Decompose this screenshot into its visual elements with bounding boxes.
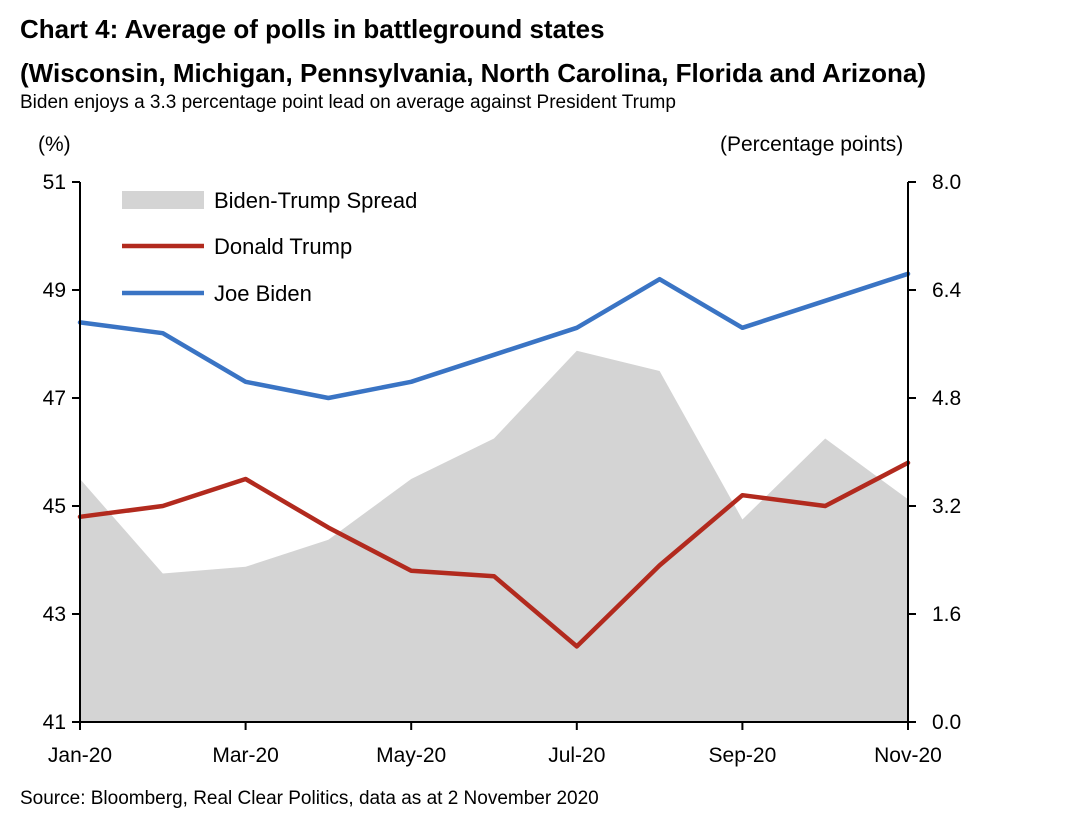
x-tick-label: Jul-20 — [548, 744, 605, 767]
source-note: Source: Bloomberg, Real Clear Politics, … — [20, 788, 599, 809]
x-tick-label: Mar-20 — [212, 744, 279, 767]
left-tick-label: 49 — [43, 279, 66, 302]
chart-title-line-1: Chart 4: Average of polls in battlegroun… — [20, 14, 605, 44]
x-tick-label: May-20 — [376, 744, 446, 767]
x-tick-label: Sep-20 — [709, 744, 777, 767]
legend-swatch-biden-trump-spread — [122, 191, 204, 209]
legend-label-donald-trump: Donald Trump — [214, 234, 352, 259]
right-tick-label: 6.4 — [932, 279, 962, 302]
left-tick-label: 45 — [43, 495, 66, 518]
chart-subtitle: Biden enjoys a 3.3 percentage point lead… — [20, 92, 676, 113]
left-tick-label: 43 — [43, 603, 66, 626]
joe-biden-line — [77, 271, 911, 401]
left-tick-label: 41 — [43, 711, 66, 734]
spread-area — [80, 350, 908, 722]
left-tick-label: 51 — [43, 171, 66, 194]
right-tick-label: 0.0 — [932, 711, 961, 734]
chart-title-line-2: (Wisconsin, Michigan, Pennsylvania, Nort… — [20, 58, 927, 88]
legend-label-biden-trump-spread: Biden-Trump Spread — [214, 188, 417, 213]
right-tick-label: 8.0 — [932, 171, 961, 194]
right-tick-label: 3.2 — [932, 495, 961, 518]
donald-trump-line — [77, 460, 911, 649]
legend-label-joe-biden: Joe Biden — [214, 281, 312, 306]
x-tick-label: Nov-20 — [874, 744, 942, 767]
right-tick-label: 1.6 — [932, 603, 961, 626]
right-tick-label: 4.8 — [932, 387, 961, 410]
x-tick-label: Jan-20 — [48, 744, 112, 767]
left-axis-unit: (%) — [38, 133, 71, 156]
left-tick-label: 47 — [43, 387, 66, 410]
right-axis-unit: (Percentage points) — [720, 133, 904, 156]
